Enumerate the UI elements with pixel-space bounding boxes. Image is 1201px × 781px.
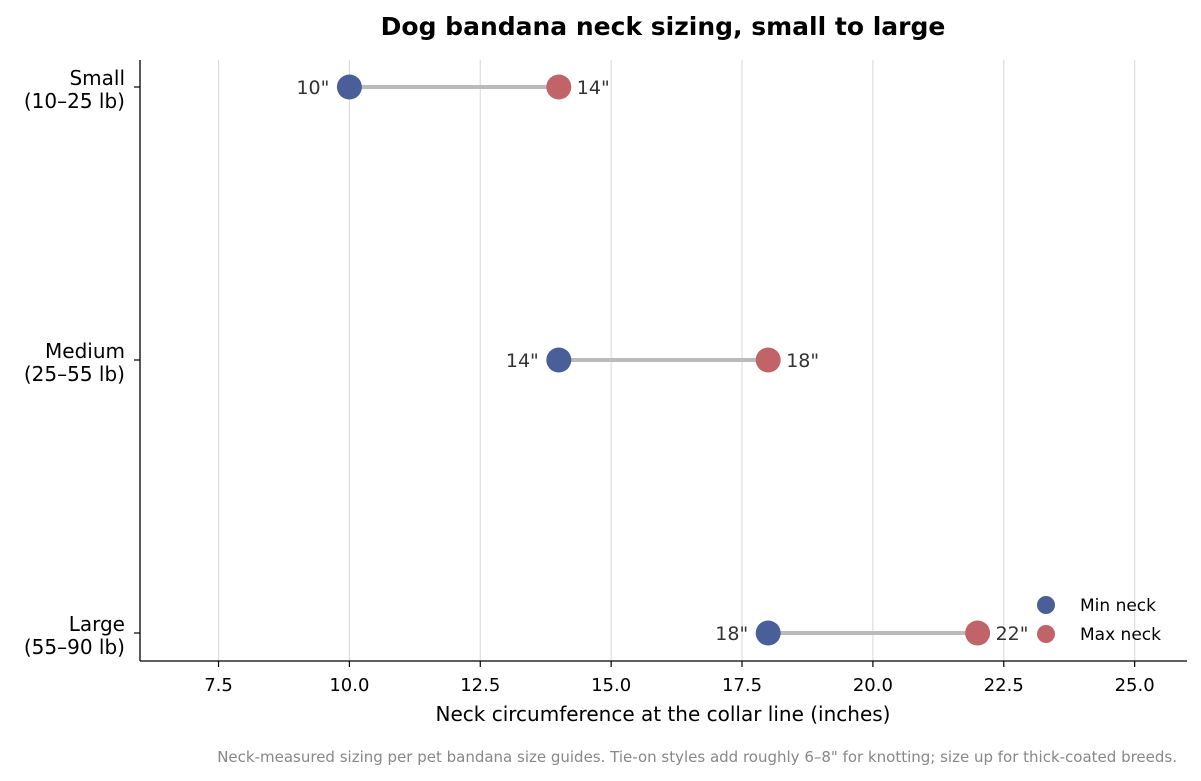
category-sublabel: (55–90 lb) — [24, 635, 125, 659]
legend: Min neck Max neck — [1037, 596, 1161, 645]
data-points — [336, 74, 991, 646]
max-value-label: 18" — [786, 350, 819, 372]
min-neck-point — [546, 347, 572, 373]
min-neck-point — [336, 74, 362, 100]
x-tick-label: 17.5 — [722, 675, 762, 696]
x-axis-label: Neck circumference at the collar line (i… — [436, 702, 891, 726]
category-sublabel: (10–25 lb) — [24, 89, 125, 113]
category-label: Large — [69, 612, 125, 636]
x-tick-label: 20.0 — [853, 675, 893, 696]
min-value-label: 14" — [506, 350, 539, 372]
value-labels: 10" 14" 18" 14" 18" 22" — [296, 77, 1028, 645]
legend-label: Max neck — [1080, 625, 1161, 645]
x-tick-label: 10.0 — [329, 675, 369, 696]
min-neck-point — [755, 620, 781, 646]
legend-label: Min neck — [1080, 596, 1156, 616]
max-value-label: 22" — [996, 623, 1029, 645]
y-axis-categories: Small(10–25 lb) Medium(25–55 lb) Large(55–… — [24, 66, 140, 659]
x-tick-label: 12.5 — [460, 675, 500, 696]
x-tick-label: 25.0 — [1115, 675, 1155, 696]
max-value-label: 14" — [577, 77, 610, 99]
x-tick-label: 15.0 — [591, 675, 631, 696]
category-label: Small — [69, 66, 125, 90]
max-neck-point — [546, 74, 572, 100]
min-value-label: 18" — [715, 623, 748, 645]
x-tick-label: 22.5 — [984, 675, 1024, 696]
min-value-label: 10" — [296, 77, 329, 99]
connectors — [349, 85, 978, 635]
x-axis-ticks: 7.5 10.0 12.5 15.0 17.5 20.0 22.5 25.0 — [204, 661, 1155, 696]
chart-title: Dog bandana neck sizing, small to large — [381, 12, 946, 41]
category-label: Medium — [45, 339, 125, 363]
max-neck-point — [965, 620, 991, 646]
category-sublabel: (25–55 lb) — [24, 362, 125, 386]
footnote: Neck-measured sizing per pet bandana siz… — [217, 748, 1177, 766]
legend-marker — [1037, 625, 1055, 643]
max-neck-point — [755, 347, 781, 373]
legend-marker — [1037, 596, 1055, 614]
x-tick-label: 7.5 — [204, 675, 233, 696]
